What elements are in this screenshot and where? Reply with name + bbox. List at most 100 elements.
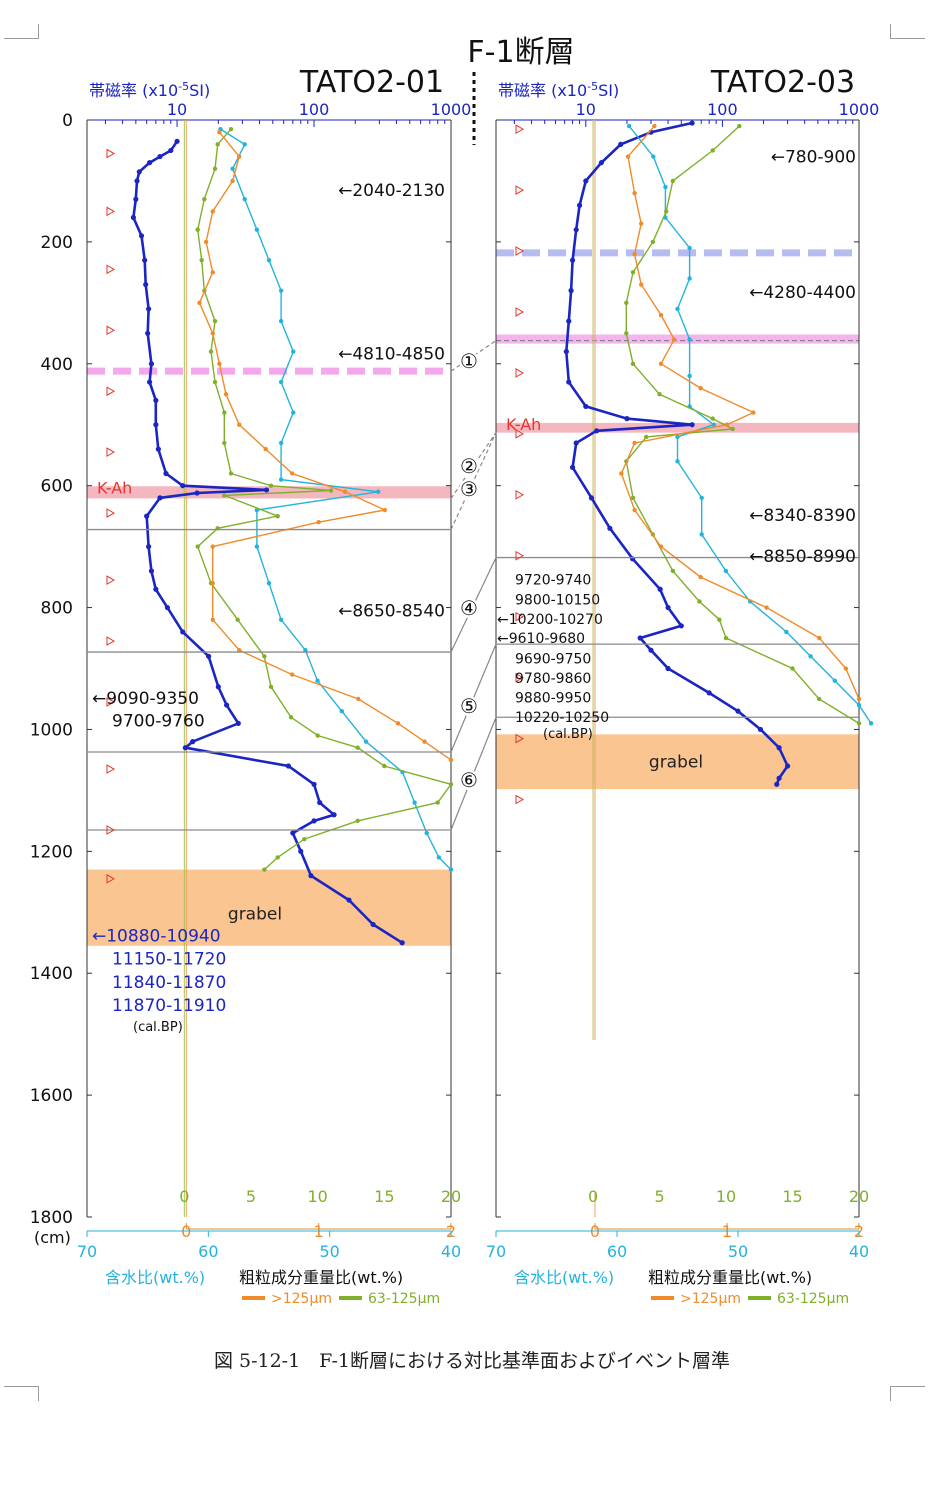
p2-series-1-point: [687, 276, 692, 281]
p1-series-0-point: [224, 702, 230, 708]
p1-series-0-point: [148, 568, 155, 574]
p1-series-1-point: [254, 227, 260, 232]
p2-sample-triangle: [515, 246, 525, 256]
p1-series-0-point: [157, 153, 163, 160]
p1-age-label: 11870-11910: [112, 996, 226, 1016]
p1-series-2-point: [268, 684, 274, 689]
p1-series-3-point: [448, 757, 454, 763]
p1-series-0-point: [143, 281, 149, 288]
p1-series-1-point: [339, 708, 344, 714]
p2-series-1-point: [663, 184, 668, 190]
p1-series-2-point: [275, 855, 280, 860]
p1-series-2-point: [448, 782, 454, 787]
p1-series-3-point: [289, 672, 295, 677]
p2-series-0-point: [566, 318, 572, 324]
p1-age-label: 11840-11870: [112, 973, 226, 993]
p1-series-3-point: [217, 129, 222, 135]
p2-magsus-tick-label: 10: [576, 100, 596, 119]
p2-pink-band: [496, 334, 859, 344]
p1-sample-triangle: [106, 764, 116, 774]
p1-series-0-point: [285, 763, 292, 769]
p1-series-3-point: [237, 422, 242, 427]
p2-sample-triangle: [515, 489, 525, 500]
p2-series-0-point: [706, 690, 712, 696]
p2-sample-triangle: [515, 124, 525, 135]
depth-tick-label: 1400: [30, 964, 73, 984]
event-marker: ④: [460, 596, 478, 620]
p1-series-3-point: [289, 471, 295, 476]
p1-sample-triangle: [106, 386, 116, 397]
p2-series-1-point: [711, 422, 716, 427]
p2-series-2-point: [670, 568, 676, 574]
p1-series-0-point: [153, 397, 159, 403]
p2-age-label: ←10200-10270: [497, 612, 603, 628]
p2-series-0-point: [657, 586, 663, 592]
p2-series-0-point: [689, 120, 695, 126]
p2-series-2-point: [657, 392, 662, 397]
p1-sample-triangle: [106, 575, 116, 585]
depth-unit-label: (cm): [34, 1228, 71, 1247]
p1-series-0-point: [155, 446, 161, 452]
event-marker-bg: [459, 770, 479, 790]
p1-series-0-point: [298, 848, 304, 854]
p2-series-2-point: [816, 696, 822, 702]
p2-series-2-point: [790, 666, 795, 671]
p2-series-3-point: [724, 422, 730, 427]
p1-series-0-point: [134, 178, 140, 184]
p1-water-tick-label: 50: [319, 1242, 339, 1261]
p2-sample-triangle: [515, 550, 525, 561]
p2-series-0-point: [689, 422, 695, 428]
p1-series-1-point: [424, 830, 429, 836]
p2-series-1-point: [784, 629, 789, 635]
p1-series-3-point: [210, 331, 215, 336]
p1-series-2-point: [355, 745, 360, 750]
p2-magsus-tick-label: 100: [707, 100, 738, 119]
event-marker-bg: [459, 598, 479, 618]
p1-series-0-point: [180, 629, 186, 635]
p2-series-3-point: [652, 123, 657, 129]
p1-series-3-point: [237, 648, 242, 653]
p2-series-0-point: [563, 348, 569, 355]
p1-sample-triangle: [106, 264, 116, 275]
p2-series-1-point: [687, 373, 692, 379]
depth-tick-label: 1000: [30, 720, 73, 740]
p2-series-2-point: [730, 426, 735, 432]
event-marker: ⑤: [460, 694, 478, 718]
p1-series-1-point: [278, 318, 284, 324]
p1-series-1-point: [291, 349, 296, 354]
p2-fine-tick-label: 20: [849, 1187, 869, 1206]
p1-magsus-tick-label: 10: [167, 100, 187, 119]
p2-series-0-point: [784, 763, 791, 769]
p2-series-1-point: [723, 568, 729, 574]
p1-series-1-point: [278, 617, 284, 622]
p2-water-axis-label: 含水比(wt.%): [514, 1268, 614, 1287]
p1-series-1-point: [242, 142, 247, 147]
p2-age-label: 9880-9950: [515, 691, 591, 707]
p1-series-1-point: [254, 544, 260, 549]
p1-series-3-point: [382, 507, 388, 513]
p2-sample-triangle: [515, 794, 525, 805]
p2-series-2-point: [710, 148, 715, 153]
p1-series-3-point: [210, 580, 215, 586]
p1-series-0-point: [263, 487, 270, 493]
p2-age-label: 10220-10250: [515, 710, 609, 726]
p1-series-0-point: [174, 138, 180, 144]
p2-legend-coarse-label: >125μm: [680, 1291, 741, 1307]
p2-series-2-point: [630, 361, 636, 366]
p2-series-0-point: [665, 604, 671, 611]
p2-series-0-point: [573, 440, 579, 446]
p2-series-1-point: [808, 654, 813, 659]
p1-series-1-point: [303, 648, 308, 653]
p2-series-1-point: [626, 123, 632, 129]
p2-age-label: 9780-9860: [515, 671, 591, 687]
event-marker-bg: [459, 456, 479, 476]
p2-age-label: ←8850-8990: [749, 547, 856, 567]
p2-series-3-point: [698, 385, 703, 391]
p1-age-label: ←4810-4850: [338, 344, 445, 364]
p1-series-0-point: [168, 147, 174, 154]
event-marker: ①: [460, 349, 478, 373]
p2-series-0-point: [774, 781, 780, 787]
p1-series-3-point: [263, 446, 268, 452]
p1-coarse-axis-label: 粗粒成分重量比(wt.%): [239, 1268, 403, 1287]
p1-series-1-point: [278, 477, 284, 482]
